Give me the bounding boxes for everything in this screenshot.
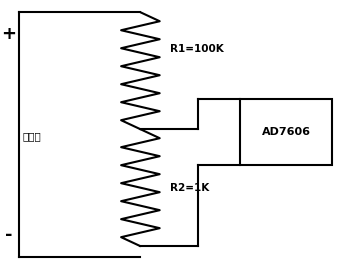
Text: +: +	[1, 25, 16, 43]
Bar	[240, 99, 332, 165]
Text: R2=1K: R2=1K	[170, 183, 210, 193]
Text: R1=100K: R1=100K	[170, 44, 224, 54]
Text: 输入端: 输入端	[23, 131, 41, 141]
Text: -: -	[5, 226, 13, 244]
Text: AD7606: AD7606	[261, 127, 311, 137]
